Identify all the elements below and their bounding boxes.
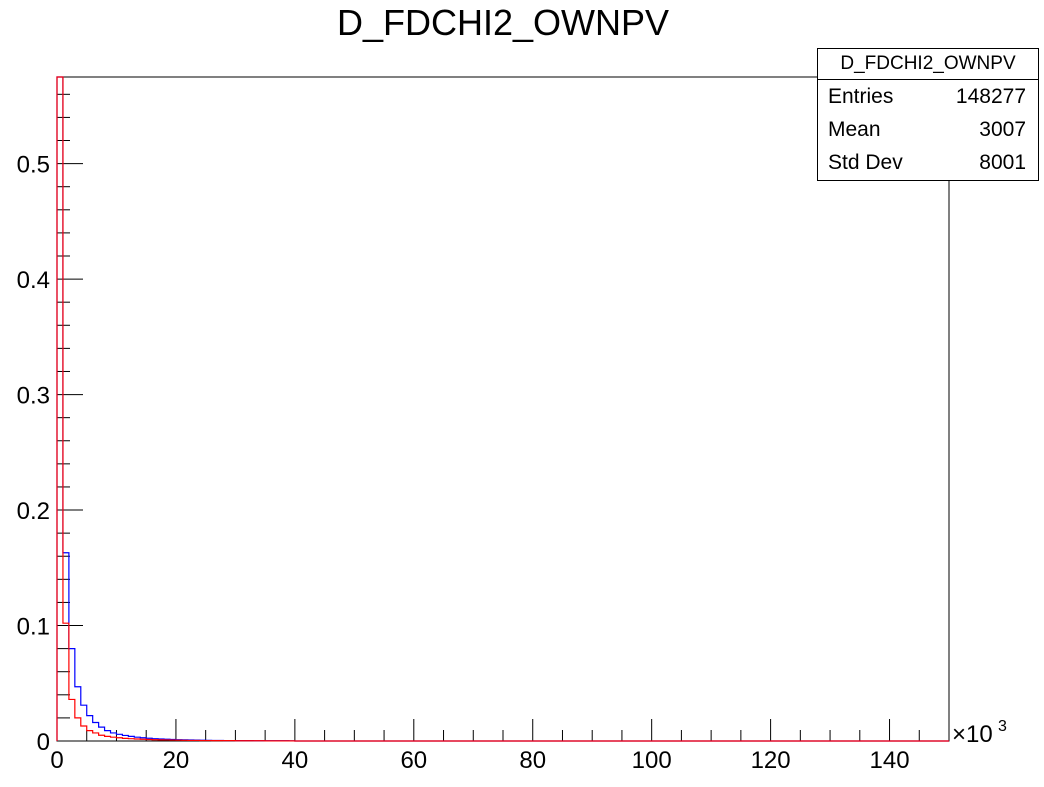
x-tick-label: 120 [751,747,791,774]
y-tick-label: 0.1 [17,614,50,641]
x-tick-label: 20 [163,747,190,774]
stats-mean-value: 3007 [979,118,1026,141]
x-tick-label: 80 [519,747,546,774]
x-axis-multiplier-exponent: 3 [998,718,1007,735]
x-tick-label: 0 [50,747,63,774]
x-tick-label: 40 [282,747,309,774]
y-tick-label: 0.4 [17,267,50,294]
stats-entries-label: Entries [828,85,894,108]
chart-title: D_FDCHI2_OWNPV [336,2,670,43]
histogram-series-1 [56,76,949,742]
stats-title: D_FDCHI2_OWNPV [818,49,1038,80]
y-tick-label: 0 [37,729,50,756]
stats-stddev-label: Std Dev [828,151,903,174]
x-tick-label: 60 [400,747,427,774]
stats-row-stddev: Std Dev 8001 [818,146,1038,179]
stats-stddev-value: 8001 [979,151,1026,174]
x-axis-multiplier: ×10 [952,721,993,748]
x-tick-label: 100 [632,747,672,774]
stats-entries-value: 148277 [955,85,1026,108]
plot-frame [56,76,950,742]
stats-row-mean: Mean 3007 [818,113,1038,146]
y-tick-label: 0.5 [17,152,50,179]
y-tick-label: 0.3 [17,383,50,410]
stats-row-entries: Entries 148277 [818,80,1038,113]
histogram-series-2 [56,76,949,742]
x-tick-label: 140 [870,747,910,774]
stats-mean-label: Mean [828,118,881,141]
stats-box: D_FDCHI2_OWNPV Entries 148277 Mean 3007 … [817,48,1039,181]
y-tick-label: 0.2 [17,498,50,525]
